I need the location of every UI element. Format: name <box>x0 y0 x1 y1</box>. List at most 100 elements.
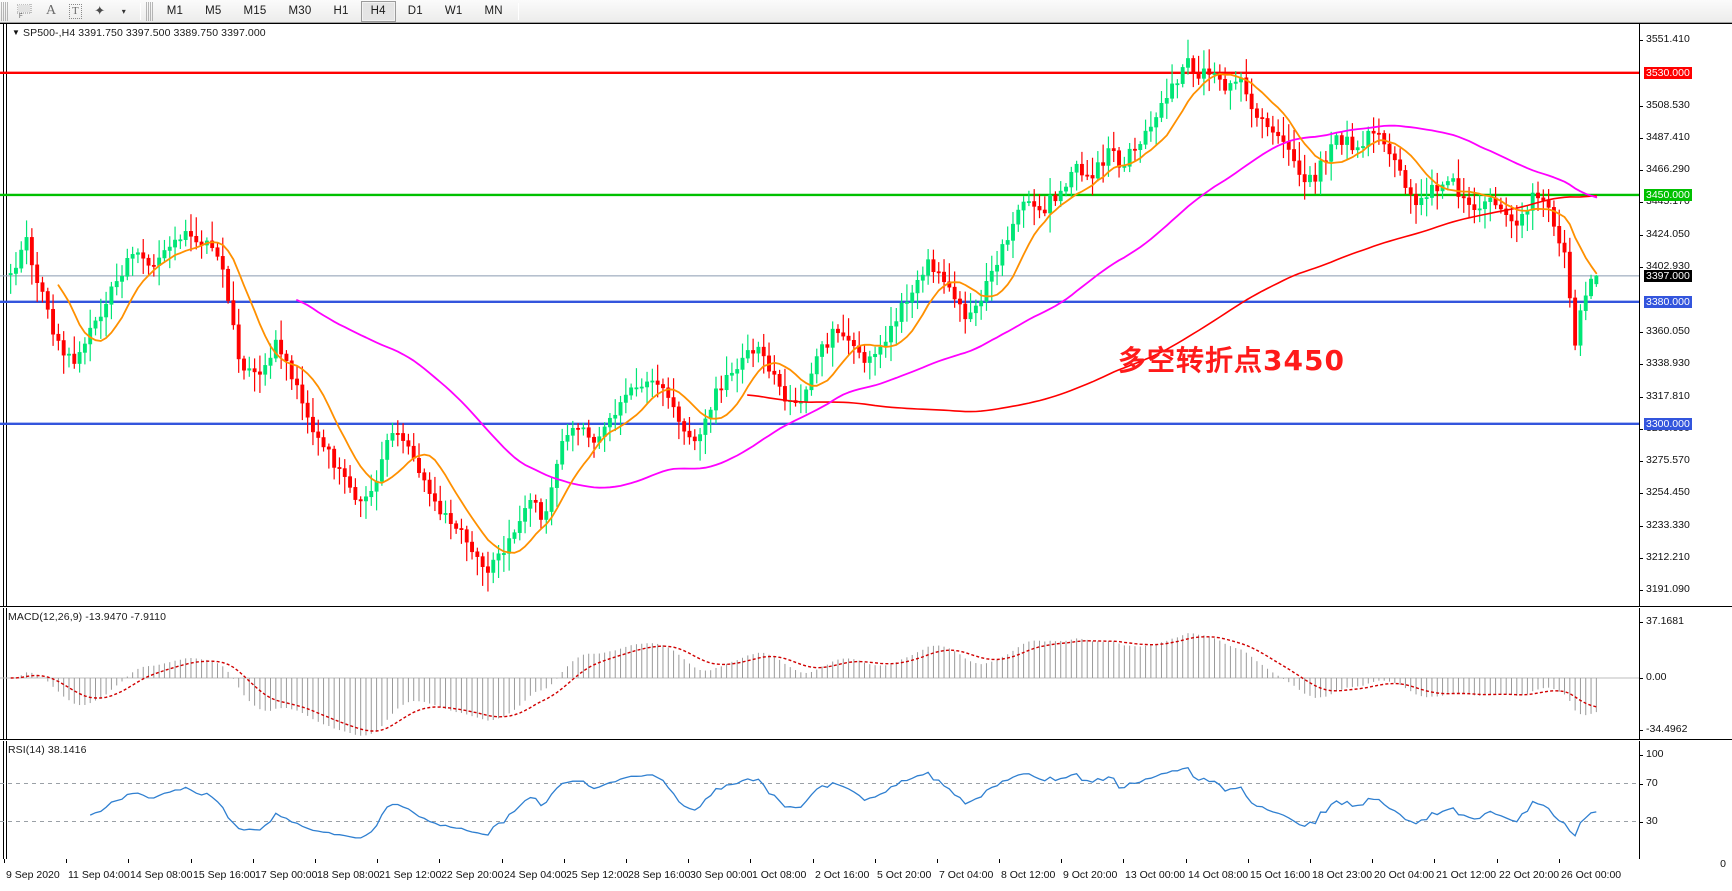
time-axis-label: 1 Oct 08:00 <box>752 869 807 881</box>
rsi-pane[interactable]: RSI(14) 38.1416 100 70 30 <box>0 741 1732 860</box>
time-tick <box>1497 859 1498 863</box>
pane-divider-left-2 <box>6 24 7 606</box>
timeframe-w1[interactable]: W1 <box>444 5 463 17</box>
last-price-3397[interactable]: 3397.000 <box>1644 269 1692 282</box>
time-axis-label: 9 Sep 2020 <box>6 869 60 881</box>
timeframe-h1[interactable]: H1 <box>333 5 349 17</box>
time-tick <box>253 859 254 863</box>
pane-divider-left <box>3 24 4 606</box>
time-tick <box>1559 859 1560 863</box>
time-tick <box>999 859 1000 863</box>
price-tick-label: 3212.210 <box>1646 550 1690 563</box>
time-axis-label: 30 Sep 00:00 <box>690 869 753 881</box>
ma-orange-line <box>57 73 1598 554</box>
time-axis-label: 7 Oct 04:00 <box>939 869 994 881</box>
chart-frame: ▼ SP500-,H4 3391.750 3397.500 3389.750 33… <box>0 23 1732 891</box>
time-axis-label: 22 Oct 20:00 <box>1499 869 1560 881</box>
timeframe-m15[interactable]: M15 <box>243 5 267 17</box>
time-axis-label: 15 Sep 16:00 <box>193 869 256 881</box>
time-axis-label: 20 Oct 04:00 <box>1374 869 1435 881</box>
timeframe-d1[interactable]: D1 <box>407 5 423 17</box>
time-tick <box>377 859 378 863</box>
time-axis-corner: 0 <box>1720 858 1726 870</box>
chart-annotation-text: 多空转折点3450 <box>1118 344 1345 377</box>
time-tick <box>502 859 503 863</box>
price-tick-label: 3508.530 <box>1646 98 1690 111</box>
toolbar-separator <box>139 2 141 20</box>
timeframe-drag-handle[interactable] <box>145 1 154 21</box>
rsi-divider-left <box>3 741 4 860</box>
macd-signal-line <box>10 636 1597 732</box>
time-axis-label: 18 Sep 08:00 <box>317 869 380 881</box>
chevron-down-icon[interactable]: ▾ <box>121 6 126 16</box>
price-chart-svg <box>0 39 1639 592</box>
time-tick <box>191 859 192 863</box>
svg-text:F: F <box>19 14 23 19</box>
support-level-3300[interactable]: 3300.000 <box>1644 417 1692 430</box>
time-tick <box>1248 859 1249 863</box>
price-axis[interactable]: 3551.410 3508.530 3487.410 3466.290 3445.170… <box>1639 24 1732 606</box>
price-pane[interactable]: ▼ SP500-,H4 3391.750 3397.500 3389.750 33… <box>0 24 1732 607</box>
crosshair-grid-icon[interactable]: F <box>12 1 38 21</box>
resistance-level-3530[interactable]: 3530.000 <box>1644 66 1692 79</box>
ma-magenta-line <box>296 124 1598 489</box>
time-tick <box>875 859 876 863</box>
time-tick <box>1372 859 1373 863</box>
rsi-axis[interactable]: 100 70 30 <box>1639 741 1732 860</box>
time-tick <box>1310 859 1311 863</box>
time-tick <box>128 859 129 863</box>
toolbar-drag-handle[interactable] <box>1 1 9 21</box>
time-axis-label: 13 Oct 00:00 <box>1125 869 1186 881</box>
support-level-3380[interactable]: 3380.000 <box>1644 295 1692 308</box>
pivot-level-3450[interactable]: 3450.000 <box>1644 188 1692 201</box>
macd-axis[interactable]: 37.1681 0.00 -34.4962 <box>1639 608 1732 739</box>
time-tick <box>937 859 938 863</box>
price-plot-area[interactable] <box>0 24 1639 606</box>
time-axis-label: 18 Oct 23:00 <box>1312 869 1373 881</box>
price-tick-label: 3466.290 <box>1646 163 1690 176</box>
rsi-plot-area[interactable] <box>0 741 1639 860</box>
time-axis-label: 15 Oct 16:00 <box>1250 869 1311 881</box>
time-tick <box>1434 859 1435 863</box>
price-tick-label: 3487.410 <box>1646 130 1690 143</box>
macd-plot-area[interactable] <box>0 608 1639 739</box>
text-box-icon[interactable]: T <box>64 1 87 21</box>
time-tick <box>688 859 689 863</box>
time-axis-label: 14 Oct 08:00 <box>1188 869 1249 881</box>
ma-red-line <box>746 194 1598 413</box>
timeframe-mn[interactable]: MN <box>484 5 503 17</box>
objects-icon[interactable]: ✦ <box>94 3 106 18</box>
time-axis-label: 28 Sep 16:00 <box>628 869 691 881</box>
time-tick <box>439 859 440 863</box>
price-tick-label: 3424.050 <box>1646 227 1690 240</box>
symbol-header: ▼ SP500-,H4 3391.750 3397.500 3389.750 33… <box>12 27 266 39</box>
timeframe-m5[interactable]: M5 <box>205 5 222 17</box>
time-axis-label: 25 Sep 12:00 <box>566 869 629 881</box>
macd-chart-svg <box>0 633 1639 736</box>
time-axis-label: 8 Oct 12:00 <box>1001 869 1056 881</box>
time-tick <box>315 859 316 863</box>
macd-pane[interactable]: MACD(12,26,9) -13.9470 -7.9110 37.1681 0.… <box>0 608 1732 740</box>
time-tick <box>750 859 751 863</box>
rsi-line <box>89 766 1597 839</box>
time-axis[interactable]: 0 9 Sep 2020 11 Sep 04:00 14 Sep 08:00 15 S… <box>0 858 1732 891</box>
text-label-icon[interactable]: A <box>45 3 57 18</box>
time-axis-label: 22 Sep 20:00 <box>441 869 504 881</box>
timeframe-m30[interactable]: M30 <box>288 5 312 17</box>
collapse-triangle-icon[interactable]: ▼ <box>12 28 21 37</box>
price-tick-label: 3275.570 <box>1646 454 1690 467</box>
time-axis-label: 9 Oct 20:00 <box>1063 869 1118 881</box>
timeframe-m1[interactable]: M1 <box>166 5 184 17</box>
time-tick <box>1186 859 1187 863</box>
rsi-divider-left-2 <box>6 741 7 860</box>
time-tick <box>813 859 814 863</box>
time-axis-label: 11 Sep 04:00 <box>68 869 130 881</box>
timeframe-h4[interactable]: H4 <box>360 0 396 22</box>
macd-histogram <box>15 633 1597 736</box>
time-tick <box>66 859 67 863</box>
price-tick-label: 3338.930 <box>1646 357 1690 370</box>
price-tick-label: 3445.170 <box>1646 195 1690 208</box>
time-axis-label: 17 Sep 00:00 <box>255 869 318 881</box>
time-tick <box>1123 859 1124 863</box>
macd-divider-left <box>3 608 4 739</box>
